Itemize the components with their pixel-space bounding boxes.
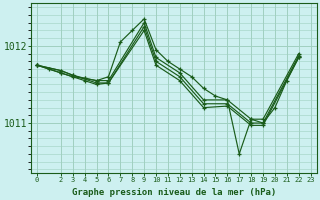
X-axis label: Graphe pression niveau de la mer (hPa): Graphe pression niveau de la mer (hPa) (72, 188, 276, 197)
